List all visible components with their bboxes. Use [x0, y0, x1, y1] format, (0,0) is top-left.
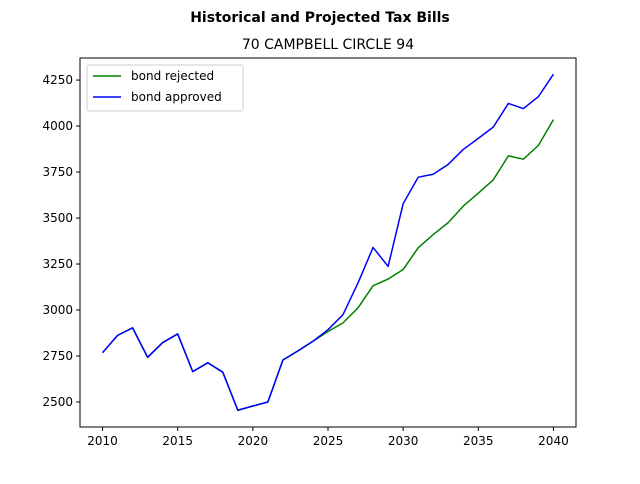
- y-tick-label: 4000: [42, 119, 73, 133]
- x-tick-label: 2015: [162, 434, 193, 448]
- x-axis: 2010 2015 2020 2025 2030 2035 2040: [87, 427, 569, 448]
- x-tick-label: 2010: [87, 434, 118, 448]
- y-axis: 2500 2750 3000 3250 3500 3750 4000 4250: [42, 73, 80, 409]
- chart-title: 70 CAMPBELL CIRCLE 94: [242, 37, 414, 53]
- chart-suptitle: Historical and Projected Tax Bills: [190, 10, 450, 26]
- x-tick-label: 2020: [238, 434, 269, 448]
- y-tick-label: 2750: [42, 349, 73, 363]
- legend: bond rejected bond approved: [86, 64, 244, 112]
- legend-label-bond-approved: bond approved: [131, 90, 222, 104]
- legend-label-bond-rejected: bond rejected: [131, 69, 214, 83]
- y-tick-label: 3750: [42, 165, 73, 179]
- legend-box: [86, 64, 244, 112]
- x-tick-label: 2035: [463, 434, 494, 448]
- y-tick-label: 2500: [42, 395, 73, 409]
- series-layer: [101, 73, 555, 412]
- y-tick-label: 3250: [42, 257, 73, 271]
- y-tick-label: 3500: [42, 211, 73, 225]
- x-tick-label: 2025: [313, 434, 344, 448]
- series-line-bond-rejected: [101, 119, 555, 412]
- x-tick-label: 2040: [538, 434, 569, 448]
- y-tick-label: 4250: [42, 73, 73, 87]
- y-tick-label: 3000: [42, 303, 73, 317]
- x-tick-label: 2030: [388, 434, 419, 448]
- series-line-bond-approved: [101, 73, 555, 412]
